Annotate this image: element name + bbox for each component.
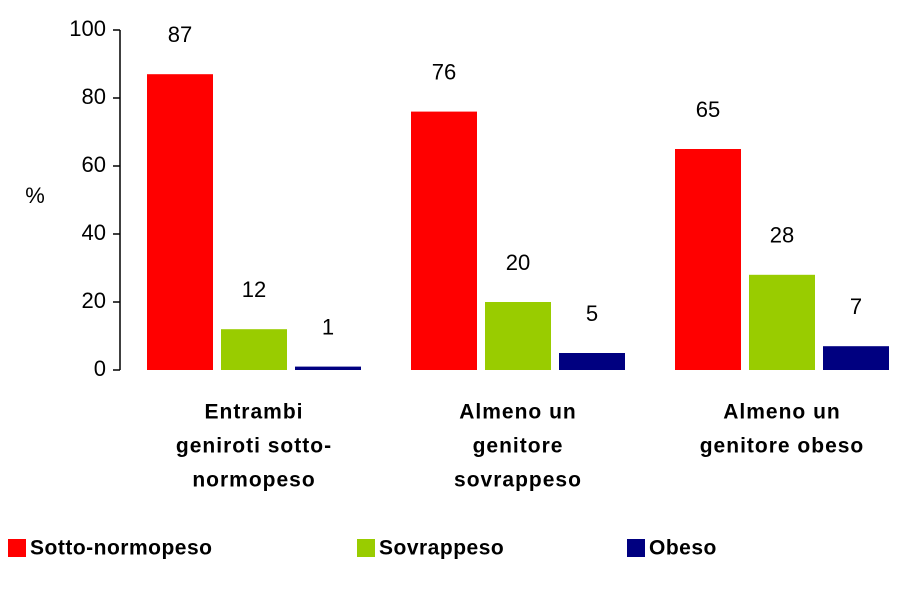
- legend-label: Sovrappeso: [379, 537, 504, 560]
- legend-label: Obeso: [649, 537, 717, 560]
- data-label: 12: [242, 277, 266, 302]
- data-label: 7: [850, 294, 862, 319]
- data-label: 5: [586, 301, 598, 326]
- legend-swatch: [627, 539, 645, 557]
- bar: [295, 366, 361, 370]
- y-tick-label: 100: [69, 16, 106, 41]
- bar: [147, 74, 213, 370]
- data-label: 87: [168, 22, 192, 47]
- legend-swatch: [357, 539, 375, 557]
- bar: [411, 111, 477, 370]
- bar: [559, 353, 625, 370]
- y-tick-label: 20: [82, 288, 106, 313]
- x-tick-label: sovrappeso: [454, 469, 582, 492]
- data-label: 28: [770, 223, 794, 248]
- x-tick-label: geniroti sotto-: [176, 435, 332, 458]
- y-tick-label: 40: [82, 220, 106, 245]
- bar: [485, 302, 551, 370]
- bar: [675, 149, 741, 370]
- x-tick-label: Almeno un: [459, 401, 577, 424]
- y-axis-label: %: [25, 183, 45, 208]
- x-tick-label: Entrambi: [204, 401, 303, 424]
- data-label: 20: [506, 250, 530, 275]
- x-tick-label: normopeso: [192, 469, 315, 492]
- x-tick-label: Almeno un: [723, 401, 841, 424]
- data-label: 1: [322, 314, 334, 339]
- bar: [221, 329, 287, 370]
- y-tick-label: 0: [94, 356, 106, 381]
- bar: [823, 346, 889, 370]
- legend-swatch: [8, 539, 26, 557]
- data-label: 65: [696, 97, 720, 122]
- data-label: 76: [432, 59, 456, 84]
- x-tick-label: genitore: [473, 435, 564, 458]
- y-tick-label: 80: [82, 84, 106, 109]
- x-tick-label: genitore obeso: [700, 435, 865, 458]
- bar: [749, 274, 815, 370]
- y-tick-label: 60: [82, 152, 106, 177]
- legend-label: Sotto-normopeso: [30, 537, 212, 560]
